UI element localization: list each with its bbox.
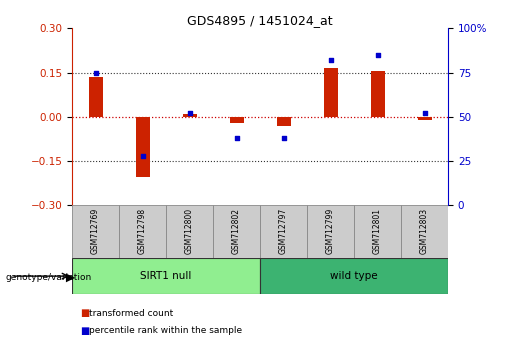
Bar: [354, 205, 401, 258]
Bar: [213, 205, 260, 258]
Text: genotype/variation: genotype/variation: [5, 273, 91, 282]
Bar: [370, 71, 385, 117]
Text: GSM712797: GSM712797: [279, 208, 288, 254]
Bar: [119, 205, 166, 258]
Text: GSM712799: GSM712799: [326, 208, 335, 254]
Point: [92, 70, 100, 75]
Text: GSM712802: GSM712802: [232, 208, 241, 254]
Point: [327, 57, 335, 63]
Bar: [323, 68, 338, 117]
Bar: [182, 114, 197, 117]
Point: [373, 52, 382, 58]
Text: GSM712800: GSM712800: [185, 208, 194, 254]
Point: [420, 110, 428, 116]
Bar: [277, 117, 290, 126]
Point: [139, 153, 147, 159]
Text: percentile rank within the sample: percentile rank within the sample: [89, 326, 242, 336]
Polygon shape: [66, 273, 75, 282]
Bar: [260, 205, 307, 258]
Bar: [135, 117, 150, 177]
Bar: [89, 77, 102, 117]
Point: [185, 110, 194, 116]
Bar: [418, 117, 432, 120]
Text: wild type: wild type: [330, 271, 378, 281]
Point: [232, 135, 241, 141]
Text: GSM712798: GSM712798: [138, 208, 147, 254]
Bar: [260, 258, 448, 294]
Text: GSM712769: GSM712769: [91, 208, 100, 254]
Text: ■: ■: [80, 308, 89, 318]
Point: [280, 135, 288, 141]
Title: GDS4895 / 1451024_at: GDS4895 / 1451024_at: [187, 14, 333, 27]
Text: ■: ■: [80, 326, 89, 336]
Bar: [72, 205, 119, 258]
Bar: [307, 205, 354, 258]
Text: transformed count: transformed count: [89, 309, 173, 318]
Text: GSM712803: GSM712803: [420, 208, 429, 254]
Bar: [401, 205, 448, 258]
Text: SIRT1 null: SIRT1 null: [141, 271, 192, 281]
Bar: [72, 258, 260, 294]
Text: GSM712801: GSM712801: [373, 208, 382, 254]
Bar: [230, 117, 244, 123]
Bar: [166, 205, 213, 258]
